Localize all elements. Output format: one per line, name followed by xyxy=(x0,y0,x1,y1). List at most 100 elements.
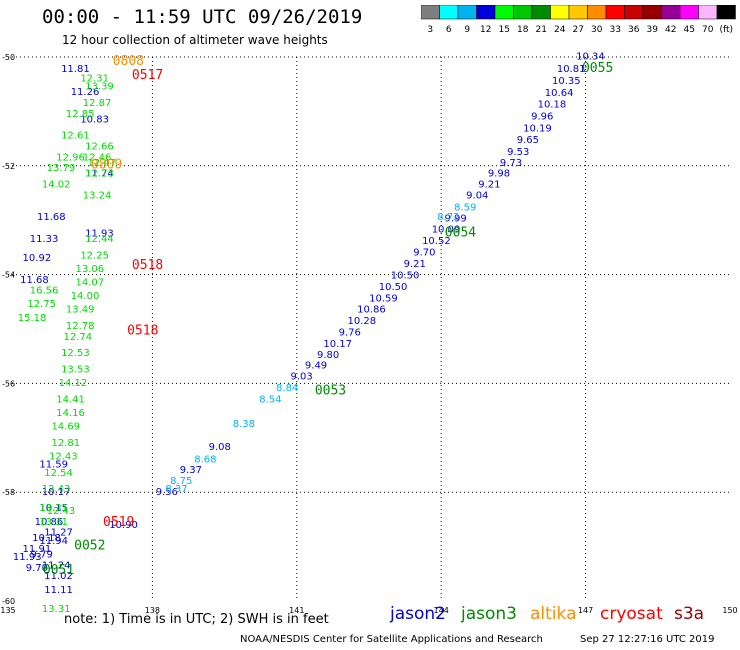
footer-timestamp: Sep 27 12:27:16 UTC 2019 xyxy=(580,634,715,645)
y-tick-label: -56 xyxy=(2,379,15,388)
wave-height-value: 12.66 xyxy=(85,141,114,152)
color-scale-label: 33 xyxy=(610,25,621,35)
wave-height-value: 14.00 xyxy=(71,291,100,302)
wave-height-value: 10.18 xyxy=(538,100,567,111)
legend-altika: altika xyxy=(530,604,577,624)
wave-height-value: 12.54 xyxy=(44,468,73,479)
wave-height-value: 14.69 xyxy=(51,422,80,433)
color-scale-label: 12 xyxy=(480,25,491,35)
wave-height-value: 15.18 xyxy=(18,313,47,324)
wave-height-value: 16.56 xyxy=(30,286,59,297)
wave-height-value: 8.75 xyxy=(170,476,192,487)
wave-height-value: 10.64 xyxy=(545,88,574,99)
wave-height-value: 11.68 xyxy=(20,275,49,286)
pass-time-label: 0055 xyxy=(582,61,613,76)
wave-height-value: 13.79 xyxy=(47,163,76,174)
wave-height-value: 12.53 xyxy=(61,348,90,359)
x-tick-label: 144 xyxy=(434,606,449,615)
wave-height-value: 9.76 xyxy=(339,328,361,339)
wave-height-value: 12.87 xyxy=(83,98,112,109)
color-scale-label: 3 xyxy=(427,25,433,35)
y-tick-label: -52 xyxy=(2,162,15,171)
wave-height-value: 12.61 xyxy=(61,131,90,142)
wave-height-value: 9.37 xyxy=(180,465,202,476)
wave-height-value: 11.11 xyxy=(44,585,73,596)
chart-subtitle: 12 hour collection of altimeter wave hei… xyxy=(62,33,328,47)
color-scale-label: 36 xyxy=(628,25,640,35)
color-swatch xyxy=(716,5,736,20)
pass-time-label: 0518 xyxy=(127,323,158,338)
color-scale-label: 45 xyxy=(684,25,695,35)
wave-height-value: 12.85 xyxy=(66,109,95,120)
wave-height-value: 10.17 xyxy=(323,339,352,350)
legend-jason3: jason3 xyxy=(461,604,517,624)
wave-height-value: 14.02 xyxy=(42,180,71,191)
x-tick-label: 147 xyxy=(578,606,593,615)
pass-time-label: 0053 xyxy=(315,383,346,398)
wave-height-value: 13.39 xyxy=(85,82,114,93)
pass-time-label: 0051 xyxy=(43,563,74,578)
wave-height-value: 10.19 xyxy=(523,124,552,135)
wave-height-value: 12.81 xyxy=(51,438,80,449)
wave-height-value: 11.93 xyxy=(13,552,42,563)
wave-height-value: 11.26 xyxy=(71,87,100,98)
pass-time-label: 0808 xyxy=(113,54,144,69)
wave-height-value: 10.86 xyxy=(35,517,64,528)
legend-cryosat: cryosat xyxy=(600,604,663,624)
wave-height-value: 10.09 xyxy=(432,225,461,236)
pass-time-label: 0809 xyxy=(91,158,122,173)
wave-height-value: 14.07 xyxy=(76,277,105,288)
wave-height-value: 13.31 xyxy=(39,517,68,528)
wave-height-value: 8.72 xyxy=(437,212,459,223)
wave-height-value: 14.16 xyxy=(56,408,85,419)
wave-height-value: 11.68 xyxy=(37,212,66,223)
pass-time-label: 0054 xyxy=(445,226,476,241)
wave-height-value: 13.31 xyxy=(42,604,71,615)
x-tick-label: 138 xyxy=(145,606,160,615)
wave-height-value: 10.83 xyxy=(80,114,109,125)
wave-height-value: 11.94 xyxy=(39,536,68,547)
color-scale-label: 70 xyxy=(702,25,714,35)
wave-height-value: 10.86 xyxy=(357,305,386,316)
wave-height-value: 10.18 xyxy=(32,533,61,544)
footer-note: note: 1) Time is in UTC; 2) SWH is in fe… xyxy=(64,612,329,627)
y-tick-label: -54 xyxy=(2,271,15,280)
x-tick-label: 135 xyxy=(0,606,15,615)
wave-height-value: 10.17 xyxy=(42,487,71,498)
wave-height-value: 8.38 xyxy=(233,419,255,430)
color-scale-label: 18 xyxy=(517,25,529,35)
wave-height-value: 12.23 xyxy=(85,169,114,180)
wave-height-value: 11.81 xyxy=(61,64,90,75)
wave-height-value: 9.21 xyxy=(478,180,500,191)
wave-height-value: 9.03 xyxy=(290,372,312,383)
color-scale-label: 15 xyxy=(499,25,510,35)
wave-height-value: 11.33 xyxy=(30,234,59,245)
wave-height-value: 11.02 xyxy=(44,571,73,582)
pass-time-label: 0519 xyxy=(103,515,134,530)
legend-s3a: s3a xyxy=(674,604,705,624)
wave-height-value: 13.49 xyxy=(66,305,95,316)
pass-time-label: 0052 xyxy=(74,538,105,553)
wave-height-value: 8.68 xyxy=(194,454,216,465)
wave-height-value: 12.74 xyxy=(63,332,92,343)
wave-height-value: 14.12 xyxy=(59,378,88,389)
wave-height-value: 9.21 xyxy=(404,259,426,270)
x-tick-label: 150 xyxy=(722,606,737,615)
wave-height-value: 14.41 xyxy=(56,394,85,405)
color-scale-label: (ft) xyxy=(719,25,733,35)
wave-height-value: 8.37 xyxy=(165,484,187,495)
pass-time-label: 0518 xyxy=(132,258,163,273)
y-tick-label: -58 xyxy=(2,488,15,497)
wave-height-value: 13.06 xyxy=(76,264,105,275)
wave-height-value: 12.31 xyxy=(80,73,109,84)
wave-height-value: 9.08 xyxy=(209,442,231,453)
wave-height-value: 9.70 xyxy=(26,563,48,574)
wave-height-value: 11.74 xyxy=(85,169,114,180)
pass-time-label: 0517 xyxy=(132,68,163,83)
wave-height-value: 12.43 xyxy=(42,484,71,495)
wave-height-value: 12.78 xyxy=(66,321,95,332)
wave-height-value: 12.43 xyxy=(47,506,76,517)
wave-height-value: 10.81 xyxy=(557,64,586,75)
wave-height-value: 11.24 xyxy=(42,560,71,571)
wave-height-value: 9.79 xyxy=(31,549,53,560)
